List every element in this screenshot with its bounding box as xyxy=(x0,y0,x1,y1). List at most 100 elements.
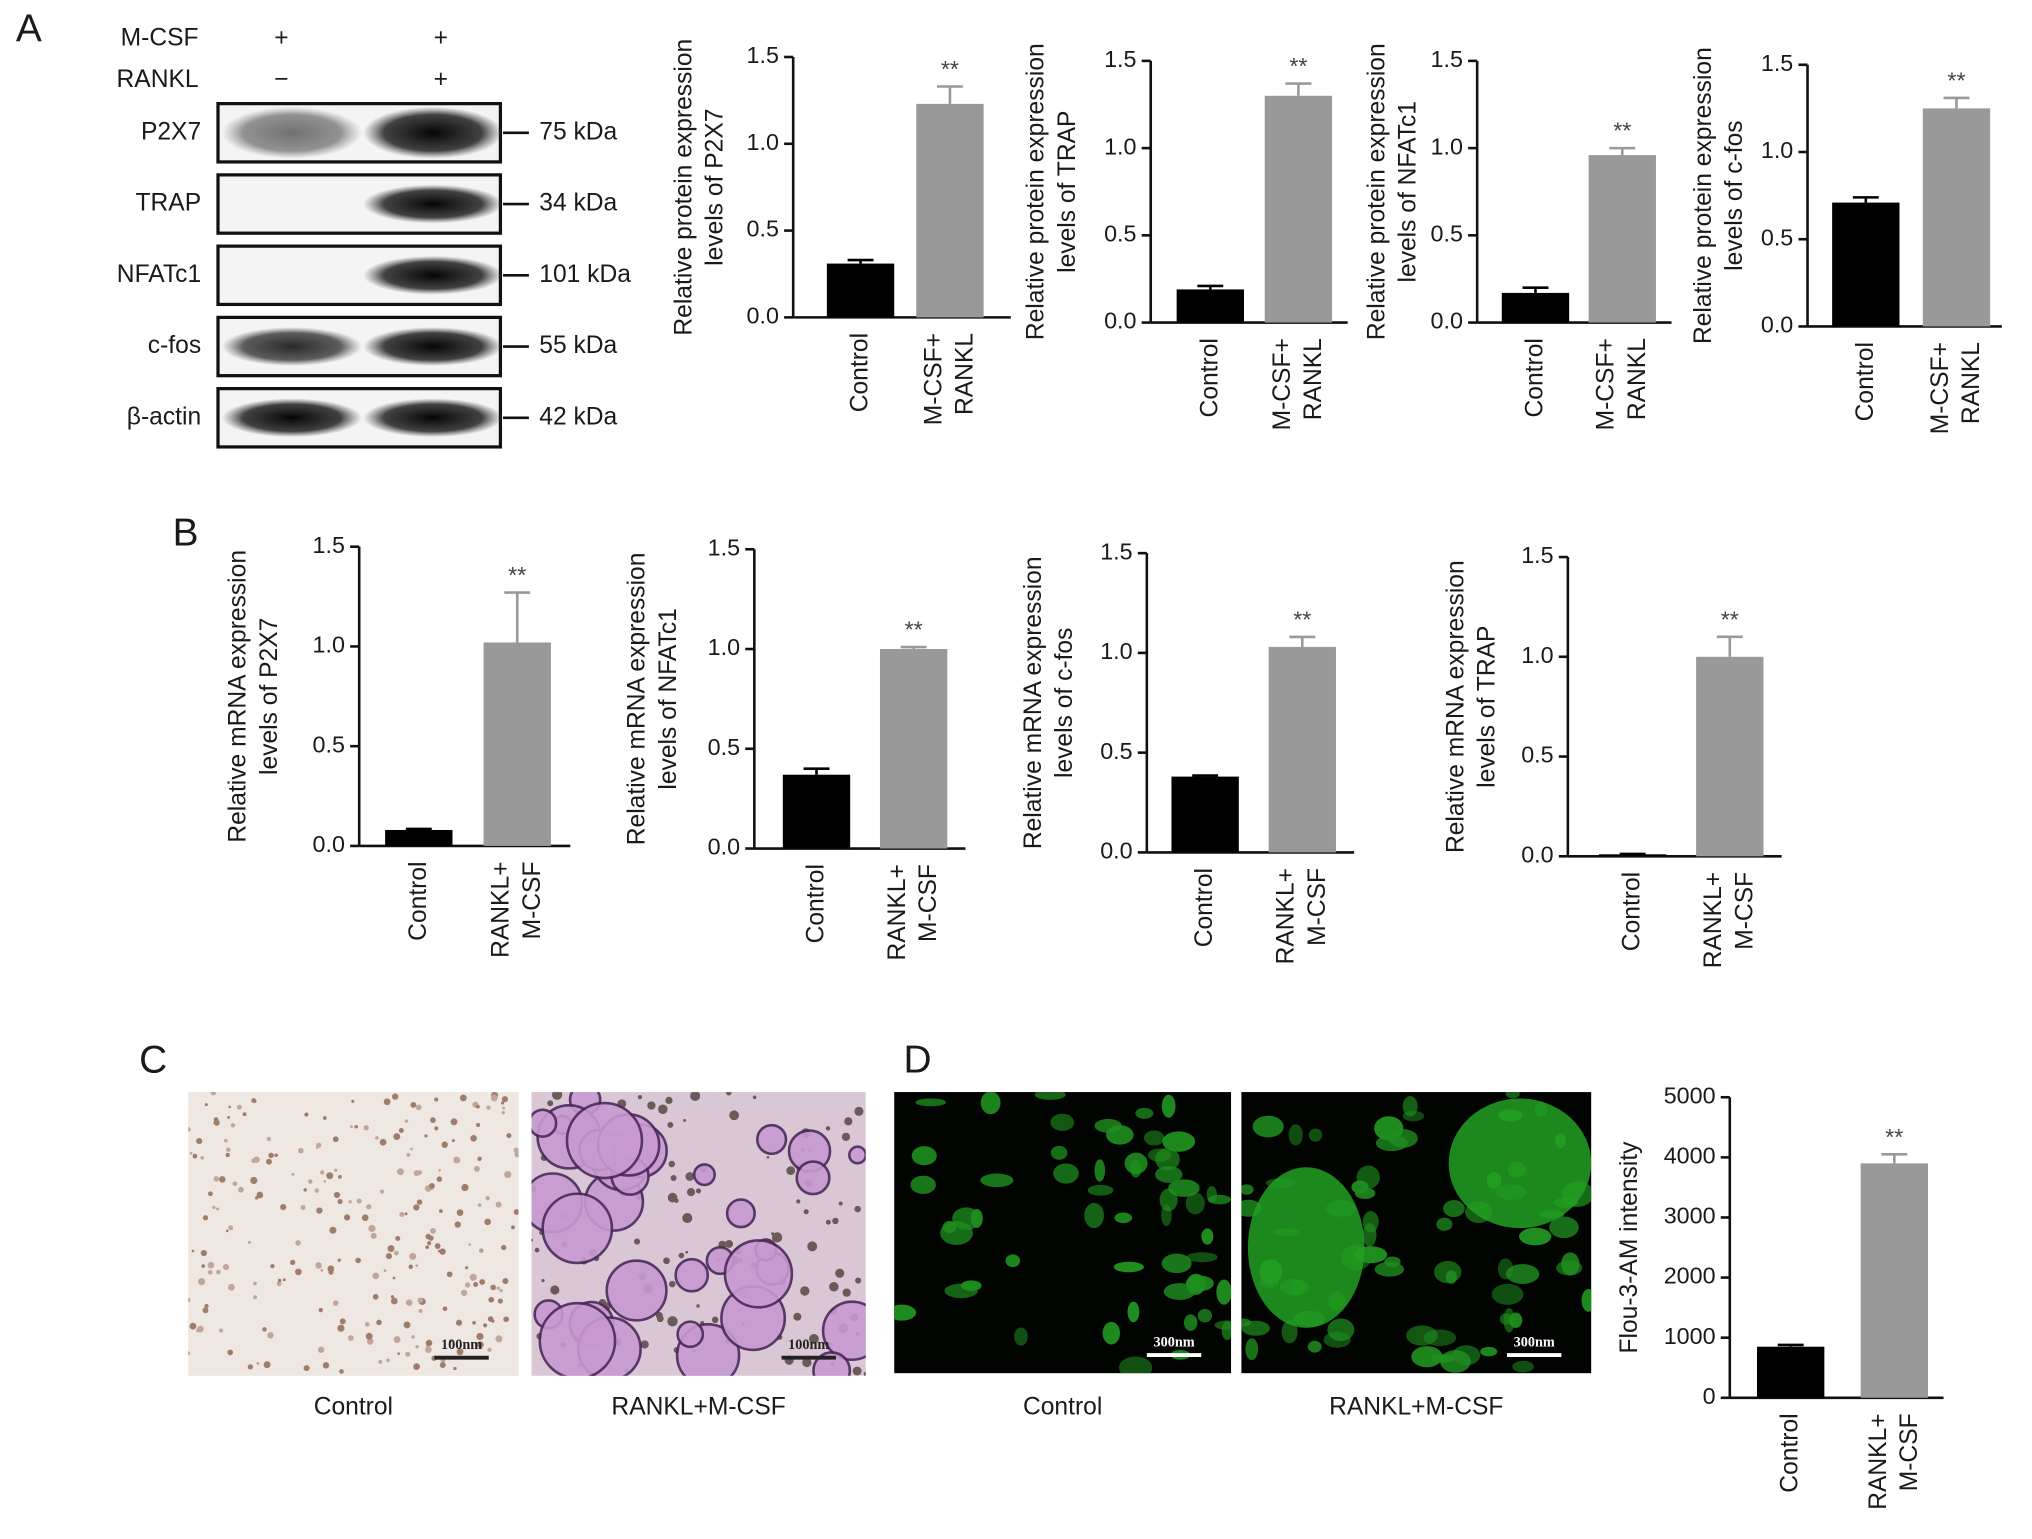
cell xyxy=(366,1338,374,1345)
fluor-cell xyxy=(1161,1094,1176,1118)
cell xyxy=(863,1371,866,1376)
blot-band xyxy=(221,106,362,159)
cell xyxy=(472,1321,476,1325)
cell xyxy=(771,1232,775,1236)
cell xyxy=(451,1139,455,1143)
fluor-cell xyxy=(1143,1130,1165,1146)
cell xyxy=(393,1336,401,1343)
cell xyxy=(424,1134,428,1138)
cell xyxy=(204,1103,208,1107)
cell xyxy=(230,1123,236,1128)
y-tick-label: 0.0 xyxy=(313,831,345,857)
cell xyxy=(655,1312,663,1320)
cell xyxy=(322,1116,327,1120)
cell xyxy=(477,1203,482,1207)
cell xyxy=(208,1191,213,1197)
y-axis-label: Relative protein expression levels of P2X… xyxy=(670,39,728,336)
cell xyxy=(504,1170,512,1179)
cell xyxy=(678,1252,685,1259)
cell xyxy=(771,1232,783,1243)
error-bar xyxy=(1522,286,1549,293)
osteoclast xyxy=(674,1257,710,1293)
fluor-cell xyxy=(1014,1327,1028,1346)
error-bar xyxy=(1777,1343,1804,1347)
cell xyxy=(192,1153,198,1159)
cell xyxy=(514,1151,519,1158)
cell xyxy=(333,1191,341,1199)
cell xyxy=(551,1092,563,1100)
cell xyxy=(686,1188,696,1197)
cell xyxy=(425,1346,432,1353)
treatment-sign: + xyxy=(434,66,448,93)
fluor-cell xyxy=(1216,1279,1232,1305)
cell xyxy=(711,1316,719,1324)
fluor-cell xyxy=(1497,1258,1514,1280)
cell xyxy=(332,1136,339,1143)
cell xyxy=(329,1226,337,1234)
cell xyxy=(339,1318,346,1325)
cell xyxy=(303,1365,310,1372)
bar xyxy=(879,649,948,849)
y-axis-label: Relative protein expression levels of NFA… xyxy=(1363,43,1421,340)
cell xyxy=(394,1250,399,1256)
bar xyxy=(1860,1163,1928,1398)
cell xyxy=(503,1316,509,1323)
cell xyxy=(497,1298,503,1304)
cell xyxy=(496,1286,500,1290)
fluor-cell xyxy=(1124,1152,1148,1175)
cell xyxy=(430,1228,436,1234)
fluor-cell xyxy=(1084,1202,1104,1229)
scale-bar-label: 100nm xyxy=(788,1337,829,1353)
cell xyxy=(263,1361,271,1369)
cell xyxy=(337,1258,341,1262)
cell xyxy=(796,1199,801,1204)
cell xyxy=(425,1245,430,1250)
cell xyxy=(484,1218,491,1226)
bar xyxy=(1696,656,1764,857)
error-bar xyxy=(1943,96,1970,109)
fluor-cell xyxy=(1505,1264,1540,1284)
cell xyxy=(232,1181,238,1187)
cell xyxy=(807,1241,818,1252)
cell xyxy=(189,1322,197,1330)
fluor-cell xyxy=(1197,1308,1213,1323)
cell xyxy=(236,1104,242,1110)
treatment-label: RANKL xyxy=(117,66,199,93)
fluor-cell xyxy=(1135,1107,1154,1119)
cell xyxy=(392,1276,396,1280)
x-tick-label: RANKL+ M-CSF xyxy=(1700,872,1758,968)
cell xyxy=(361,1214,369,1222)
cell xyxy=(490,1094,498,1102)
y-tick-label: 0.5 xyxy=(1100,738,1132,764)
cell xyxy=(499,1288,503,1293)
bar xyxy=(1757,1346,1825,1398)
cell xyxy=(266,1158,272,1165)
cell xyxy=(842,1288,851,1297)
fluor-cluster xyxy=(1448,1098,1592,1229)
scale-bar-label: 300nm xyxy=(1153,1335,1194,1351)
cell xyxy=(222,1264,230,1271)
cell xyxy=(417,1297,423,1303)
cell xyxy=(844,1117,853,1126)
micrograph xyxy=(188,1092,519,1376)
y-tick-label: 1.0 xyxy=(1100,638,1132,664)
cell xyxy=(455,1319,463,1326)
cell xyxy=(393,1133,401,1141)
bar xyxy=(1922,108,1991,327)
cell xyxy=(838,1201,843,1206)
cell xyxy=(406,1152,411,1157)
cell xyxy=(383,1098,391,1106)
protein-label: β-actin xyxy=(127,403,201,430)
cell xyxy=(501,1110,505,1115)
cell xyxy=(409,1252,417,1260)
cell xyxy=(323,1179,327,1183)
cell xyxy=(752,1095,757,1100)
fluor-cell xyxy=(1307,1340,1322,1353)
bar xyxy=(1501,292,1570,323)
bar xyxy=(1598,854,1667,857)
error-bar xyxy=(1192,774,1219,777)
bar xyxy=(1264,95,1333,323)
cell xyxy=(550,1285,560,1295)
cell xyxy=(413,1363,420,1371)
osteoclast xyxy=(531,1108,558,1138)
